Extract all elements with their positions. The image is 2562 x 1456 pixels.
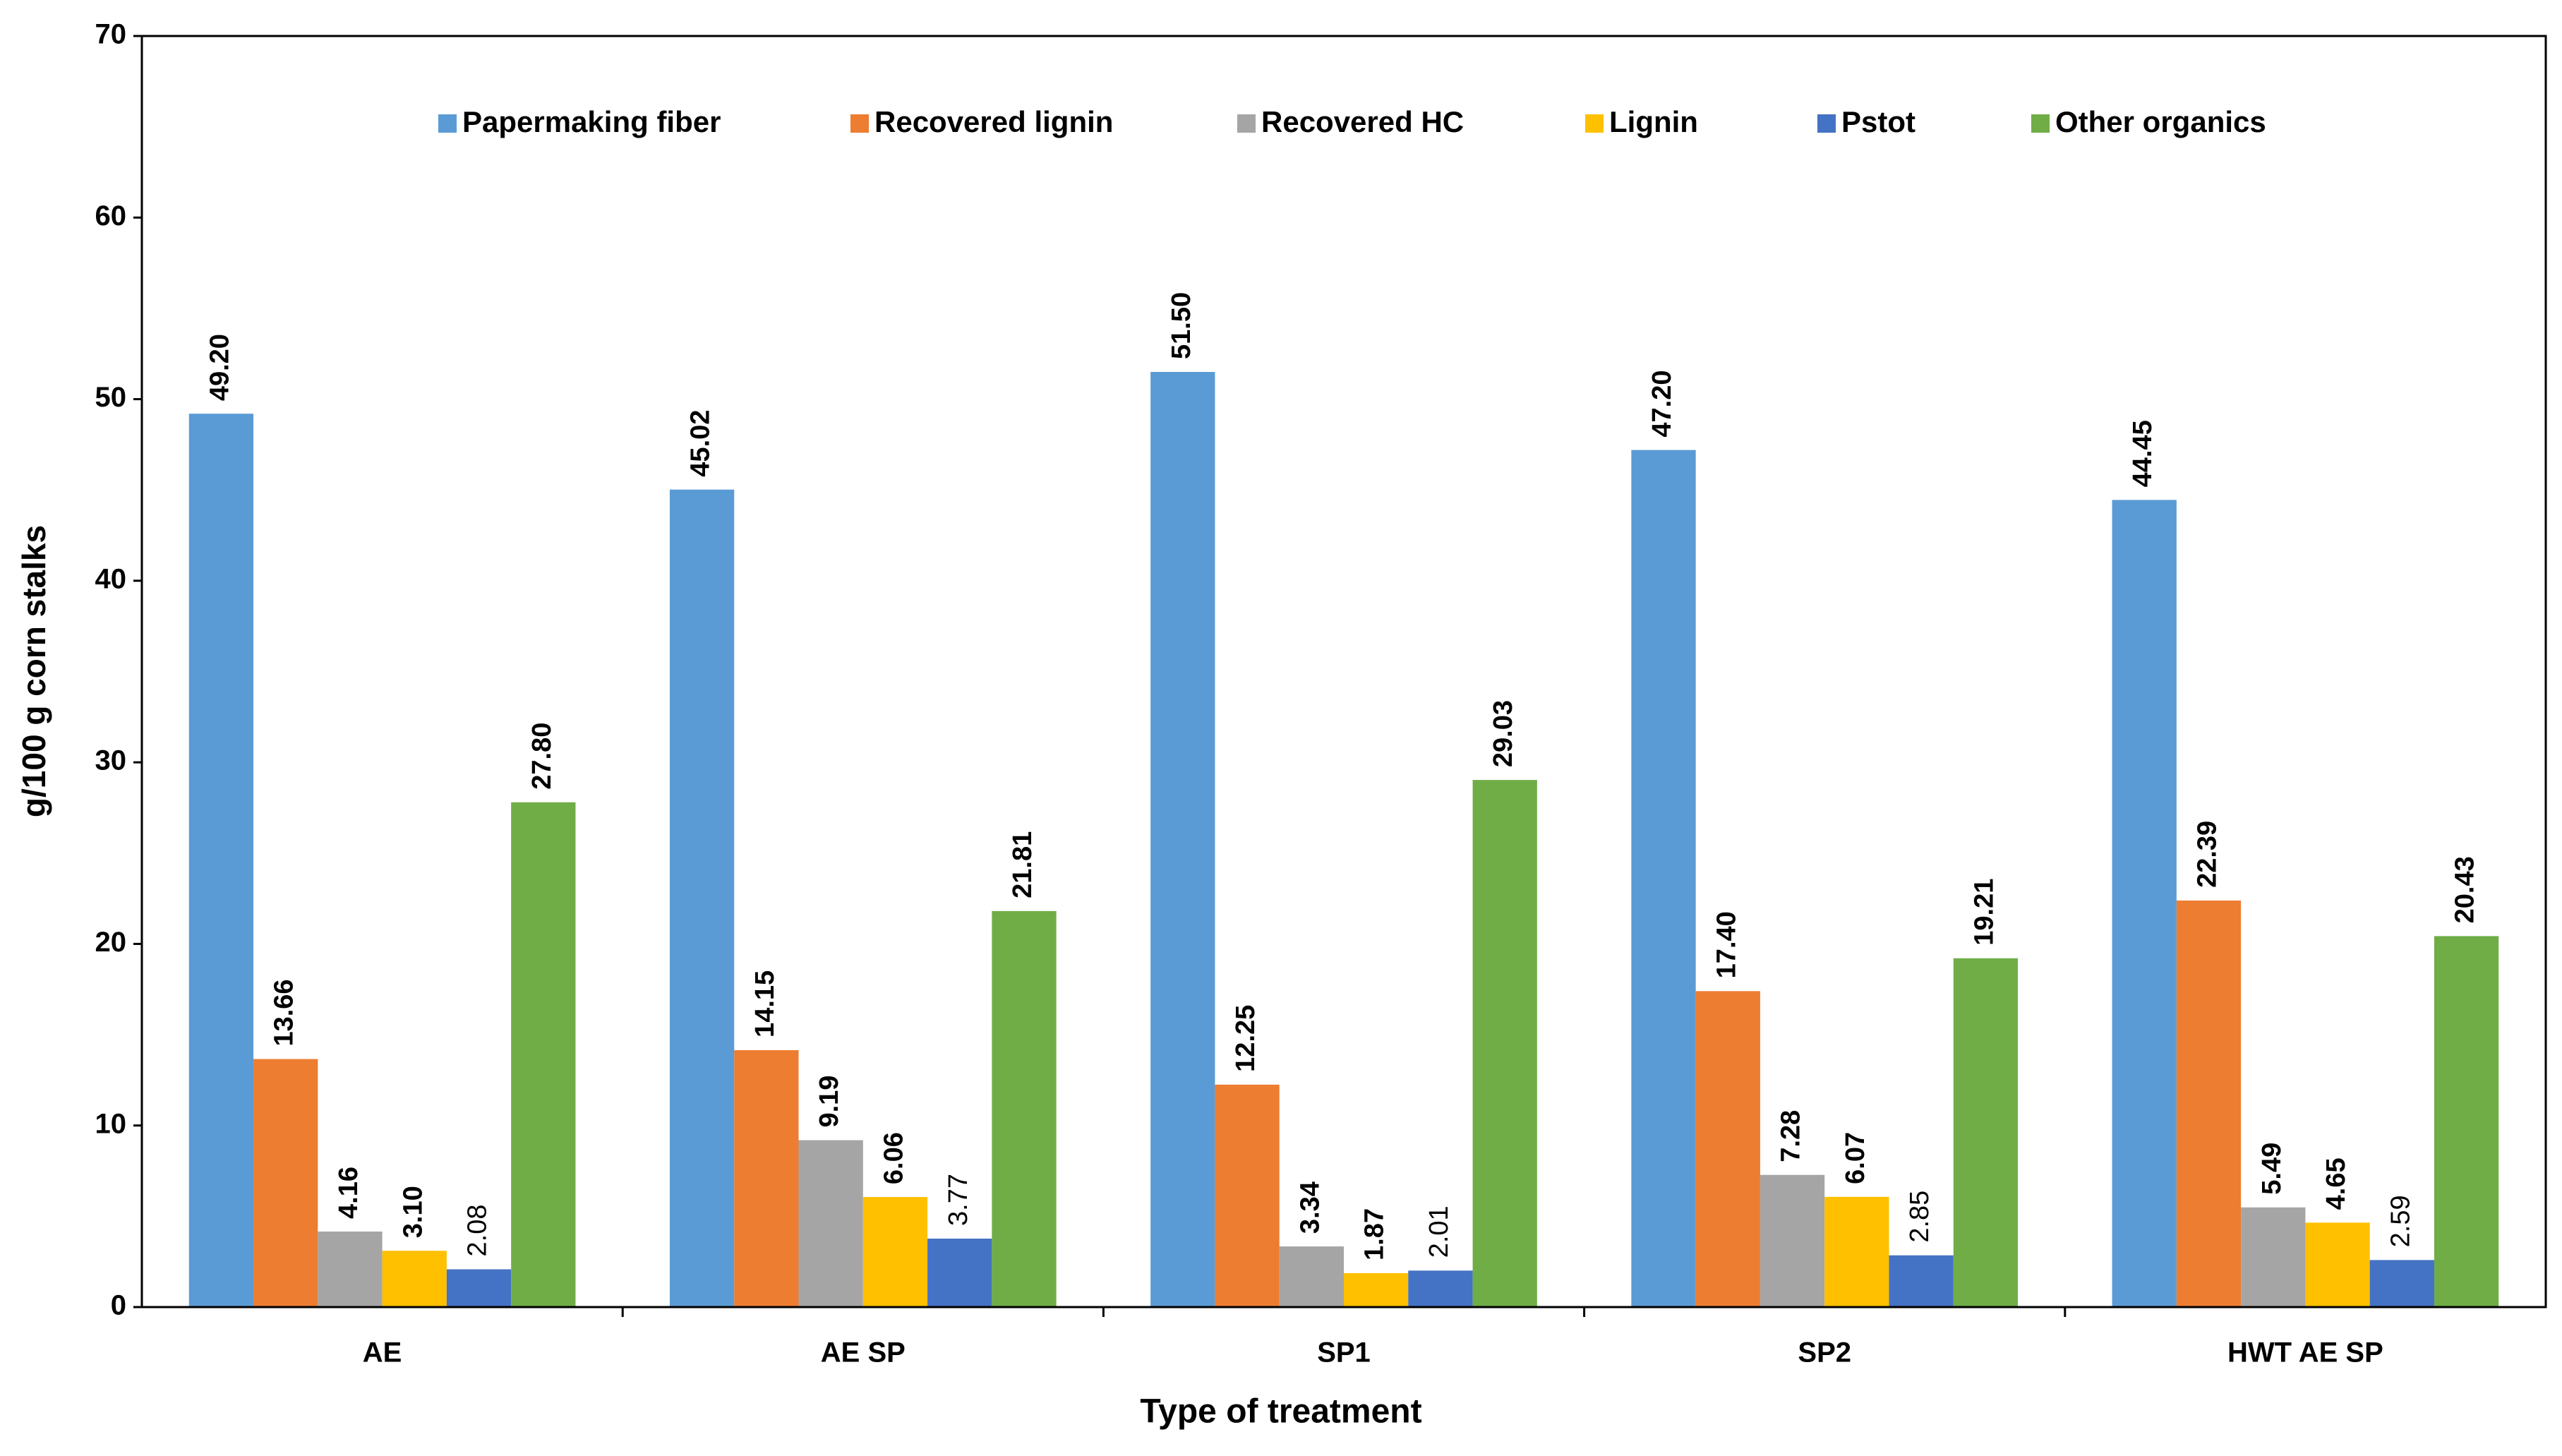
bar <box>1889 1255 1954 1307</box>
data-label: 22.39 <box>2193 821 2223 888</box>
bar <box>2434 936 2499 1307</box>
bar <box>1344 1273 1409 1307</box>
x-axis-title: Type of treatment <box>1140 1393 1421 1431</box>
legend-swatch <box>850 114 869 133</box>
data-label: 3.77 <box>944 1174 973 1226</box>
y-tick-label: 0 <box>111 1290 126 1321</box>
legend-swatch <box>438 114 457 133</box>
data-label: 4.65 <box>2321 1157 2351 1210</box>
bar <box>253 1059 318 1307</box>
data-label: 29.03 <box>1489 700 1518 767</box>
data-label: 3.10 <box>398 1186 428 1238</box>
data-label: 6.06 <box>879 1132 908 1184</box>
bar <box>1215 1084 1280 1307</box>
bar <box>2176 900 2242 1307</box>
legend-swatch <box>2031 114 2050 133</box>
bar <box>1760 1174 1825 1307</box>
bar <box>446 1269 512 1307</box>
data-label: 4.16 <box>334 1167 363 1219</box>
legend-swatch <box>1585 114 1604 133</box>
legend-label: Pstot <box>1841 105 1916 138</box>
data-label: 7.28 <box>1776 1110 1806 1162</box>
data-label: 2.85 <box>1905 1191 1935 1243</box>
data-label: 2.08 <box>463 1205 493 1257</box>
data-label: 49.20 <box>205 334 234 401</box>
bar <box>2305 1222 2370 1307</box>
bar <box>1150 371 1215 1308</box>
data-label: 2.59 <box>2386 1195 2415 1247</box>
data-label: 3.34 <box>1295 1181 1325 1234</box>
bar <box>734 1049 799 1307</box>
bar <box>2112 500 2177 1307</box>
bar <box>1408 1270 1473 1307</box>
data-label: 44.45 <box>2128 420 2158 487</box>
data-label: 17.40 <box>1712 911 1741 978</box>
x-tick-label: HWT AE SP <box>2227 1337 2383 1368</box>
bar <box>1824 1196 1889 1307</box>
data-label: 2.01 <box>1424 1205 1454 1258</box>
data-label: 9.19 <box>814 1076 844 1128</box>
data-label: 27.80 <box>527 723 557 790</box>
legend-label: Recovered lignin <box>874 105 1113 138</box>
data-label: 5.49 <box>2257 1143 2287 1195</box>
bar <box>669 489 735 1307</box>
bar <box>318 1231 383 1307</box>
bar <box>2369 1260 2434 1307</box>
legend-label: Recovered HC <box>1261 105 1464 138</box>
data-label: 12.25 <box>1231 1005 1261 1072</box>
legend-label: Papermaking fiber <box>462 105 721 138</box>
bar <box>992 910 1057 1307</box>
y-tick-label: 60 <box>95 200 127 231</box>
bar <box>798 1140 863 1307</box>
bar <box>188 414 254 1307</box>
data-label: 1.87 <box>1360 1208 1390 1261</box>
legend-swatch <box>1237 114 1256 133</box>
data-label: 6.07 <box>1841 1132 1870 1184</box>
y-tick-label: 70 <box>95 19 127 50</box>
y-tick-label: 30 <box>95 745 127 776</box>
bar <box>1631 450 1696 1307</box>
data-label: 14.15 <box>750 970 780 1037</box>
x-tick-label: SP1 <box>1317 1337 1371 1368</box>
legend-label: Other organics <box>2055 105 2266 138</box>
plot-frame <box>140 35 2547 1308</box>
x-tick-label: SP2 <box>1798 1337 1851 1368</box>
data-label: 45.02 <box>686 410 716 477</box>
bar <box>382 1251 447 1307</box>
bar <box>1695 991 1760 1307</box>
bar <box>1953 958 2019 1307</box>
x-tick-label: AE <box>363 1337 402 1368</box>
data-label: 51.50 <box>1167 292 1196 359</box>
data-label: 47.20 <box>1647 371 1677 438</box>
y-tick-label: 20 <box>95 927 127 958</box>
data-label: 19.21 <box>1969 879 1999 946</box>
y-axis-title: g/100 g corn stalks <box>16 525 52 817</box>
bar <box>1472 780 1537 1307</box>
bar <box>862 1197 928 1307</box>
data-label: 20.43 <box>2450 856 2480 923</box>
legend-label: Lignin <box>1609 105 1698 138</box>
y-tick-label: 50 <box>95 382 127 413</box>
y-tick-label: 10 <box>95 1108 127 1139</box>
bar <box>511 802 576 1307</box>
x-tick-label: AE SP <box>821 1337 906 1368</box>
legend-swatch <box>1817 114 1836 133</box>
y-tick-label: 40 <box>95 563 127 594</box>
data-label: 13.66 <box>270 979 299 1046</box>
bar <box>927 1239 992 1307</box>
data-label: 21.81 <box>1008 831 1038 898</box>
bar <box>2241 1207 2306 1307</box>
bar <box>1279 1246 1344 1307</box>
